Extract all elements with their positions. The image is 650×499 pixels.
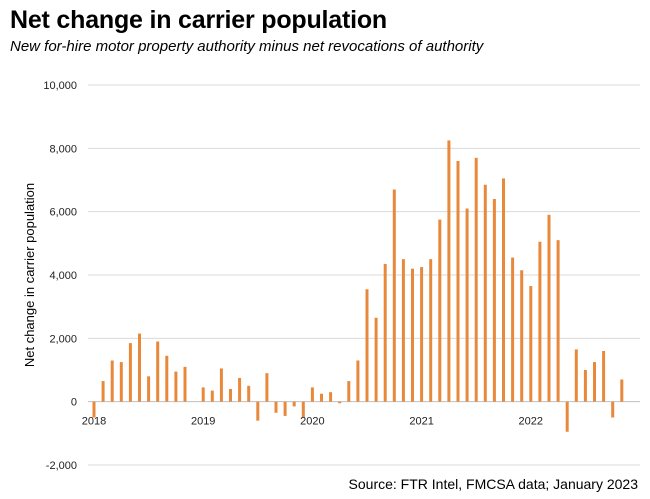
bar-2021-07 — [474, 157, 478, 402]
bar-2021-04 — [447, 140, 451, 402]
y-tick-label: -2,000 — [46, 460, 77, 472]
bar-2019-02 — [210, 390, 214, 402]
bar-2022-07 — [583, 370, 587, 402]
bar-2019-09 — [274, 401, 278, 413]
y-axis-ticks: -2,000 0 2,000 4,000 6,000 8,000 10,000 — [43, 80, 77, 472]
bar-2022-03 — [547, 214, 551, 402]
bar-2022-08 — [593, 362, 596, 402]
bar-2019-12 — [301, 401, 305, 418]
bar-2022-01 — [529, 286, 533, 402]
bar-2019-05 — [238, 377, 242, 402]
bar-2019-10 — [283, 401, 287, 416]
bar-2021-08 — [483, 184, 487, 402]
bar-2021-09 — [492, 199, 496, 402]
bar-2021-12 — [520, 270, 524, 402]
x-tick-label: 2018 — [82, 416, 106, 428]
x-tick-label: 2022 — [519, 416, 543, 428]
bar-2018-10 — [174, 371, 178, 402]
bar-2020-05 — [347, 381, 351, 402]
bar-2022-04 — [556, 240, 560, 402]
bar-2021-11 — [511, 257, 515, 402]
bar-2022-02 — [538, 241, 542, 402]
bar-2021-10 — [502, 178, 505, 402]
bar-2018-07 — [147, 376, 151, 402]
bar-2022-10 — [611, 401, 615, 418]
y-tick-label: 6,000 — [49, 207, 77, 219]
bar-2020-01 — [310, 387, 314, 402]
source-note: Source: FTR Intel, FMCSA data; January 2… — [348, 476, 638, 492]
bar-2018-01 — [92, 401, 96, 418]
chart-subtitle: New for-hire motor property authority mi… — [10, 38, 484, 55]
bar-2020-04 — [338, 401, 342, 404]
bar-2020-12 — [411, 268, 414, 402]
x-tick-label: 2020 — [300, 416, 324, 428]
bar-2022-05 — [565, 401, 569, 432]
bar-2019-07 — [256, 401, 260, 421]
bar-2018-08 — [156, 341, 160, 402]
x-tick-label: 2021 — [409, 416, 433, 428]
bar-2018-11 — [183, 366, 187, 402]
y-tick-label: 0 — [71, 397, 77, 409]
bar-2018-05 — [128, 343, 132, 402]
bar-2022-11 — [620, 379, 624, 402]
y-tick-label: 10,000 — [43, 80, 77, 92]
bar-2021-03 — [438, 219, 442, 402]
bar-2021-06 — [465, 208, 469, 402]
bar-2020-06 — [356, 360, 360, 402]
bar-2019-06 — [247, 385, 251, 402]
bar-2018-03 — [110, 360, 114, 402]
bar-2022-06 — [574, 349, 578, 402]
x-axis-ticks: 2018 2019 2020 2021 2022 — [82, 416, 543, 428]
bar-2018-04 — [119, 362, 123, 402]
y-tick-label: 8,000 — [49, 143, 77, 155]
bar-2019-11 — [292, 401, 296, 407]
bar-2020-02 — [320, 393, 323, 402]
bar-2020-08 — [374, 317, 378, 402]
bar-2021-01 — [420, 267, 424, 402]
bar-2019-01 — [201, 387, 205, 402]
bar-2020-10 — [392, 189, 396, 402]
bar-2019-04 — [229, 389, 232, 402]
bar-2020-09 — [383, 263, 387, 402]
bars — [92, 140, 624, 432]
bar-2022-09 — [602, 351, 606, 402]
bar-2020-03 — [329, 392, 333, 402]
bar-2021-05 — [456, 161, 460, 402]
bar-2018-09 — [165, 355, 169, 402]
chart-title: Net change in carrier population — [10, 6, 387, 34]
y-tick-label: 4,000 — [49, 270, 77, 282]
y-axis-title: Net change in carrier population — [22, 183, 37, 367]
bar-2020-07 — [365, 289, 369, 402]
y-tick-label: 2,000 — [49, 333, 77, 345]
bar-2019-08 — [265, 373, 269, 402]
bar-2018-02 — [101, 381, 105, 402]
bar-2018-06 — [138, 333, 141, 402]
bar-2019-03 — [219, 368, 223, 402]
bar-2020-11 — [401, 259, 405, 402]
x-tick-label: 2019 — [191, 416, 215, 428]
bar-2021-02 — [429, 259, 433, 402]
